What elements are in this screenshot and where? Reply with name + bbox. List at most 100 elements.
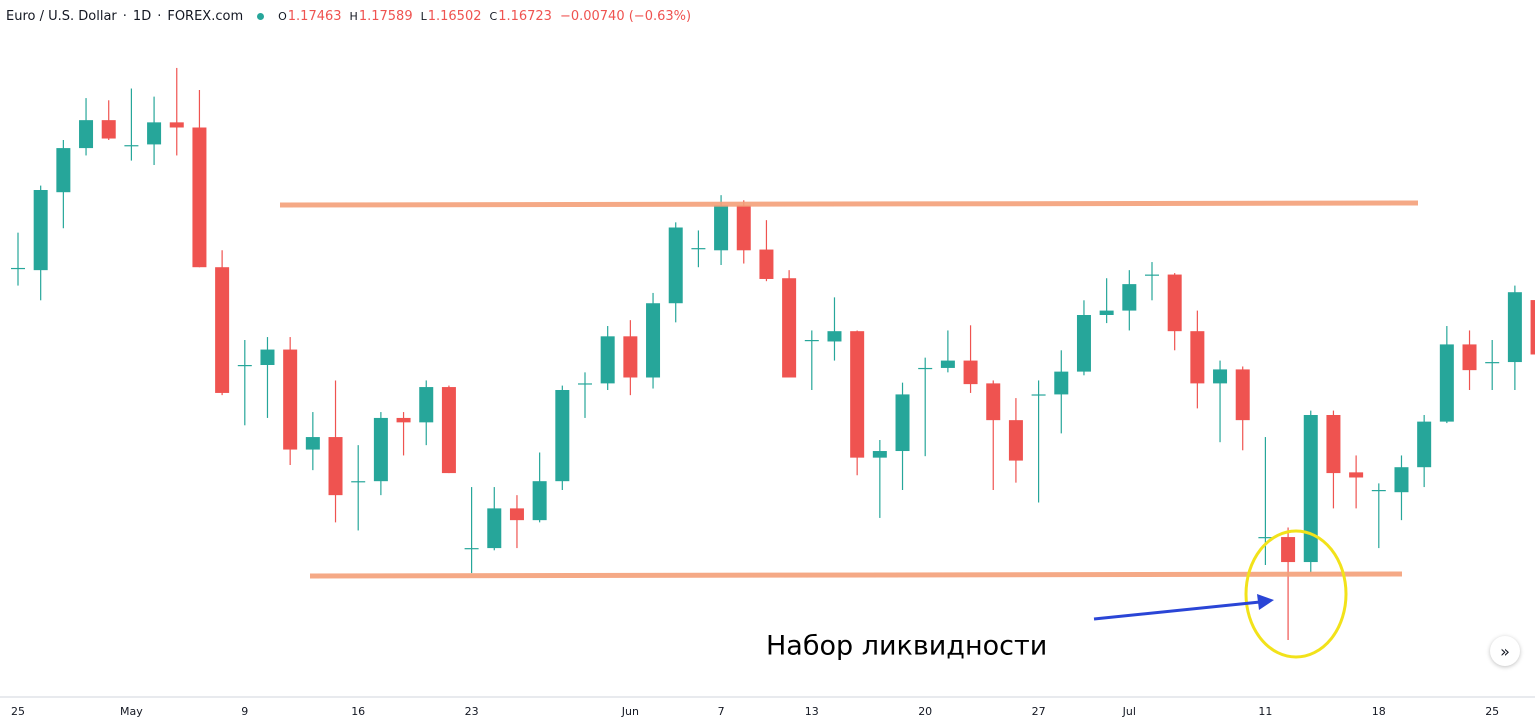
highlight-ellipse xyxy=(1244,529,1348,659)
candle-body xyxy=(1031,394,1046,396)
candle-body xyxy=(1258,537,1273,539)
candle-body xyxy=(441,387,456,474)
candle-body xyxy=(578,383,592,385)
candle-body xyxy=(872,451,887,458)
arrow-head xyxy=(1257,594,1274,610)
x-tick-label: 27 xyxy=(1032,705,1046,718)
x-tick-label: 16 xyxy=(351,705,365,718)
annotation: Набор ликвидности xyxy=(766,631,1047,662)
x-tick-label: 18 xyxy=(1372,705,1386,718)
candle-body xyxy=(328,437,343,496)
x-tick-label: Jul xyxy=(1122,705,1136,718)
candle-body xyxy=(1439,344,1454,422)
candle-body xyxy=(668,227,683,304)
header: Euro / U.S. Dollar · 1D · FOREX.com O 1.1… xyxy=(6,6,699,26)
open-value: 1.17463 xyxy=(287,8,342,24)
candle-body xyxy=(1462,344,1477,371)
source: FOREX.com xyxy=(167,8,244,24)
ohlc-label: L xyxy=(420,9,427,23)
candle-body xyxy=(1485,362,1500,364)
candle-body xyxy=(396,417,411,423)
close-value: 1.16723 xyxy=(498,8,552,24)
change: −0.00740 (−0.63%) xyxy=(559,8,692,24)
candle-body xyxy=(1507,292,1522,363)
candle-body xyxy=(1167,274,1182,332)
candle-body xyxy=(101,120,116,139)
candle-body xyxy=(351,481,366,483)
candle-body xyxy=(1145,274,1159,276)
candle-body xyxy=(532,481,547,521)
candle-body xyxy=(714,205,729,251)
candle-body xyxy=(79,120,94,149)
candle-body xyxy=(1235,369,1250,421)
resistance-line xyxy=(279,200,1419,208)
candle-body xyxy=(124,145,139,147)
candle-body xyxy=(1417,421,1432,468)
x-tick-label: 13 xyxy=(805,705,819,718)
x-tick-label: 9 xyxy=(241,705,248,718)
candle-body xyxy=(804,340,819,342)
candle-body xyxy=(1076,315,1091,372)
candle-body xyxy=(1281,537,1296,563)
x-tick-label: 23 xyxy=(465,705,479,718)
candle-body xyxy=(782,278,797,378)
candle-body xyxy=(373,417,388,482)
candle-body xyxy=(215,267,230,393)
x-tick-label: 25 xyxy=(11,705,25,718)
status-dot xyxy=(257,12,265,20)
candle-body xyxy=(260,349,275,365)
candle-body xyxy=(827,331,842,342)
x-tick-label: May xyxy=(120,705,143,718)
candle-body xyxy=(691,248,706,250)
candle-body xyxy=(11,267,25,270)
interval: 1D xyxy=(132,8,152,24)
separator: · xyxy=(122,8,127,24)
candle-body xyxy=(963,360,978,385)
candle-body xyxy=(237,365,252,367)
candle-body xyxy=(1371,490,1386,492)
candle-body xyxy=(487,508,502,549)
candle-body xyxy=(192,127,207,268)
candle-body xyxy=(759,249,774,279)
candle-body xyxy=(56,148,71,193)
candles xyxy=(11,67,1535,640)
high-value: 1.17589 xyxy=(358,8,413,24)
candle-body xyxy=(646,303,661,378)
candle-body xyxy=(1054,371,1069,395)
candle-body xyxy=(918,367,933,370)
candle-body xyxy=(283,349,298,450)
candle-body xyxy=(509,508,524,521)
candle-body xyxy=(1122,284,1137,311)
candle-body xyxy=(895,394,910,452)
candle-body xyxy=(419,387,434,423)
candle-body xyxy=(464,548,479,550)
candle-body xyxy=(1394,467,1409,493)
x-tick-label: 20 xyxy=(918,705,932,718)
candle-body xyxy=(1099,310,1114,315)
candle-body xyxy=(1190,331,1205,384)
candle-body xyxy=(147,122,162,145)
arrow-shaft xyxy=(1093,600,1261,621)
scroll-button[interactable]: » xyxy=(1490,636,1520,666)
low-value: 1.16502 xyxy=(427,8,482,24)
candle-body xyxy=(600,336,615,384)
symbol: Euro / U.S. Dollar xyxy=(6,8,117,24)
candle-body xyxy=(940,360,955,368)
support-line xyxy=(309,571,1403,579)
candle-body xyxy=(1349,472,1364,478)
x-tick-label: Jun xyxy=(621,705,639,718)
ohlc-label: C xyxy=(489,9,498,23)
separator: · xyxy=(157,8,162,24)
x-tick-label: 11 xyxy=(1258,705,1272,718)
candle-body xyxy=(33,190,48,271)
candle-body xyxy=(736,205,751,251)
ohlc-label: O xyxy=(278,9,287,23)
candle-body xyxy=(169,122,184,128)
ohlc-label: H xyxy=(349,9,358,23)
candle-body xyxy=(1530,300,1535,355)
candle-body xyxy=(1213,369,1228,384)
candle-body xyxy=(1008,420,1023,461)
candle-body xyxy=(555,390,570,482)
